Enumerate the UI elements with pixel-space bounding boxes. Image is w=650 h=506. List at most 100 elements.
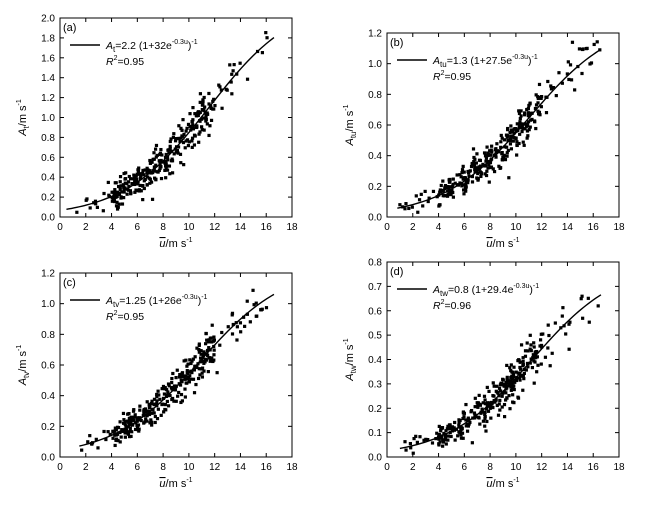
data-point bbox=[203, 105, 207, 109]
data-point bbox=[465, 429, 470, 433]
data-point bbox=[142, 186, 146, 191]
data-point bbox=[139, 174, 143, 178]
data-point bbox=[506, 148, 510, 153]
x-tick-label: 8 bbox=[487, 462, 493, 473]
data-point bbox=[502, 153, 506, 157]
data-point bbox=[127, 184, 131, 188]
data-point bbox=[212, 348, 216, 352]
data-point bbox=[125, 192, 129, 196]
data-point bbox=[470, 441, 474, 445]
data-point bbox=[521, 388, 525, 392]
data-point bbox=[126, 432, 131, 436]
data-point bbox=[190, 136, 195, 140]
data-point bbox=[486, 166, 490, 170]
data-point bbox=[475, 168, 480, 172]
data-point bbox=[178, 372, 182, 377]
data-point bbox=[166, 158, 170, 162]
data-point bbox=[180, 371, 184, 376]
data-point bbox=[174, 376, 178, 380]
data-point bbox=[156, 170, 160, 174]
data-point bbox=[127, 420, 132, 424]
x-tick-label: 0 bbox=[57, 462, 63, 473]
data-point bbox=[533, 106, 538, 111]
y-tick-label: 0.4 bbox=[41, 173, 55, 184]
data-point bbox=[483, 172, 487, 176]
data-point bbox=[206, 340, 210, 344]
data-point bbox=[523, 122, 528, 126]
data-point bbox=[528, 101, 532, 105]
data-point bbox=[546, 346, 550, 350]
data-point bbox=[197, 140, 201, 144]
data-point bbox=[506, 128, 510, 132]
data-point bbox=[116, 426, 121, 430]
x-tick-label: 16 bbox=[261, 462, 273, 473]
data-point bbox=[127, 422, 132, 426]
data-point bbox=[202, 95, 206, 100]
data-point bbox=[169, 137, 173, 141]
data-point bbox=[501, 391, 505, 395]
data-point bbox=[450, 185, 455, 189]
data-point bbox=[118, 175, 123, 179]
data-point bbox=[498, 408, 502, 412]
data-point bbox=[526, 111, 530, 115]
data-point bbox=[511, 393, 515, 397]
data-point bbox=[491, 394, 495, 398]
data-point bbox=[194, 382, 198, 387]
data-point bbox=[206, 353, 210, 357]
data-point bbox=[513, 127, 517, 131]
data-point bbox=[490, 150, 494, 154]
data-point bbox=[523, 349, 528, 353]
data-point bbox=[517, 125, 521, 129]
data-point bbox=[573, 88, 577, 92]
data-point bbox=[557, 71, 561, 75]
panel-label: (b) bbox=[390, 37, 403, 49]
data-point bbox=[531, 353, 535, 357]
data-point bbox=[145, 171, 149, 175]
data-point bbox=[446, 192, 450, 197]
data-point bbox=[113, 191, 117, 195]
data-point bbox=[472, 411, 477, 415]
data-point bbox=[171, 135, 175, 139]
data-point bbox=[550, 351, 554, 355]
data-point bbox=[124, 428, 128, 432]
x-tick-label: 16 bbox=[588, 462, 600, 473]
data-point bbox=[533, 352, 537, 356]
data-point bbox=[484, 159, 488, 163]
data-point bbox=[123, 422, 127, 426]
data-point bbox=[111, 197, 115, 202]
x-tick-label: 8 bbox=[160, 462, 166, 473]
data-point bbox=[462, 411, 466, 415]
data-point bbox=[119, 196, 123, 200]
data-point bbox=[231, 322, 235, 327]
data-point bbox=[507, 379, 511, 383]
data-point bbox=[184, 129, 188, 133]
data-point bbox=[461, 164, 465, 168]
data-point bbox=[495, 403, 499, 408]
y-axis-label: Atw/m s-1 bbox=[343, 338, 358, 381]
data-point bbox=[165, 399, 169, 404]
data-point bbox=[473, 166, 477, 170]
data-point bbox=[180, 399, 185, 403]
data-point bbox=[220, 330, 224, 335]
data-point bbox=[157, 393, 161, 397]
data-point bbox=[447, 186, 451, 190]
data-point bbox=[182, 132, 186, 136]
data-point bbox=[158, 151, 163, 155]
data-point bbox=[533, 360, 537, 364]
data-point bbox=[473, 170, 477, 174]
data-point bbox=[407, 206, 411, 211]
y-tick-label: 1.0 bbox=[368, 59, 382, 70]
data-point bbox=[88, 206, 92, 210]
y-tick-label: 1.2 bbox=[368, 29, 382, 40]
data-point bbox=[498, 389, 503, 393]
fit-curve bbox=[399, 294, 602, 450]
data-point bbox=[172, 152, 176, 156]
data-point bbox=[161, 384, 166, 389]
data-point bbox=[192, 133, 197, 137]
data-point bbox=[130, 430, 134, 434]
data-point bbox=[473, 405, 477, 409]
y-tick-label: 0.6 bbox=[368, 306, 382, 317]
data-point bbox=[110, 199, 114, 203]
data-point bbox=[470, 174, 475, 179]
data-point bbox=[204, 358, 208, 362]
